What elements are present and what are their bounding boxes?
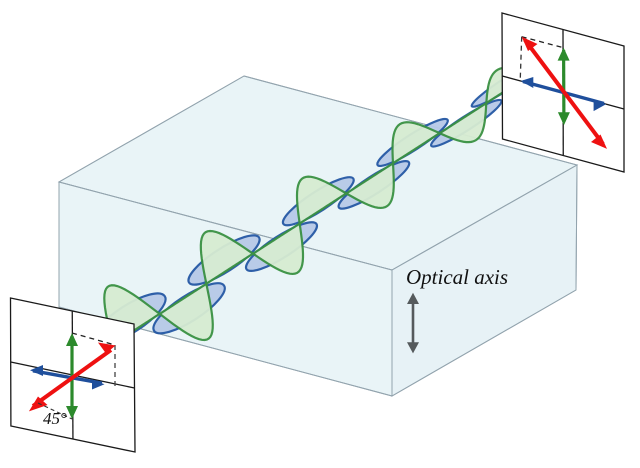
svg-text:45°: 45° [43, 409, 67, 428]
svg-text:Optical axis: Optical axis [406, 265, 508, 289]
